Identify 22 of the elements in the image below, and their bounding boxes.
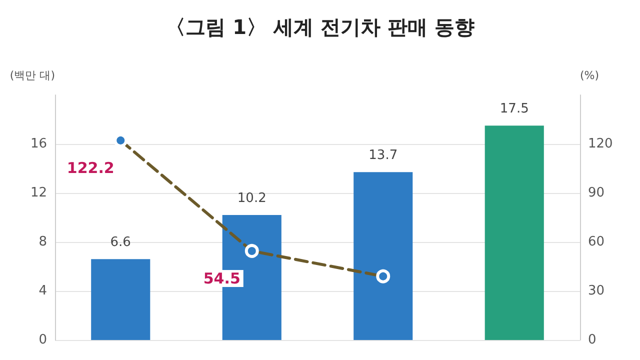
y2-tick-label: 30 xyxy=(588,284,605,298)
chart-title: 〈그림 1〉 세계 전기차 판매 동향 xyxy=(166,15,474,39)
y2-tick-label: 0 xyxy=(588,332,596,348)
y-tick-label: 4 xyxy=(38,284,47,298)
bar xyxy=(484,126,544,340)
y-tick-label: 0 xyxy=(38,332,47,348)
data-label: 10.2 xyxy=(237,191,266,206)
y-tick-label: 12 xyxy=(30,186,47,200)
bar xyxy=(91,259,150,340)
data-label: 13.7 xyxy=(368,148,398,164)
data-label: 17.5 xyxy=(500,102,529,117)
y2-tick-label: 120 xyxy=(588,136,613,152)
y2-axis-title: (%) xyxy=(580,69,600,82)
data-label: 122.2 xyxy=(66,158,114,177)
data-label: 6.6 xyxy=(110,235,131,250)
y2-tick-label: 60 xyxy=(588,234,605,250)
data-label: 54.5 xyxy=(203,269,240,288)
y-tick-label: 16 xyxy=(30,136,47,152)
bar xyxy=(354,172,413,340)
y-tick-label: 8 xyxy=(38,234,47,250)
y-axis-title: (백만 대) xyxy=(10,69,55,82)
y2-tick-label: 90 xyxy=(588,186,605,200)
